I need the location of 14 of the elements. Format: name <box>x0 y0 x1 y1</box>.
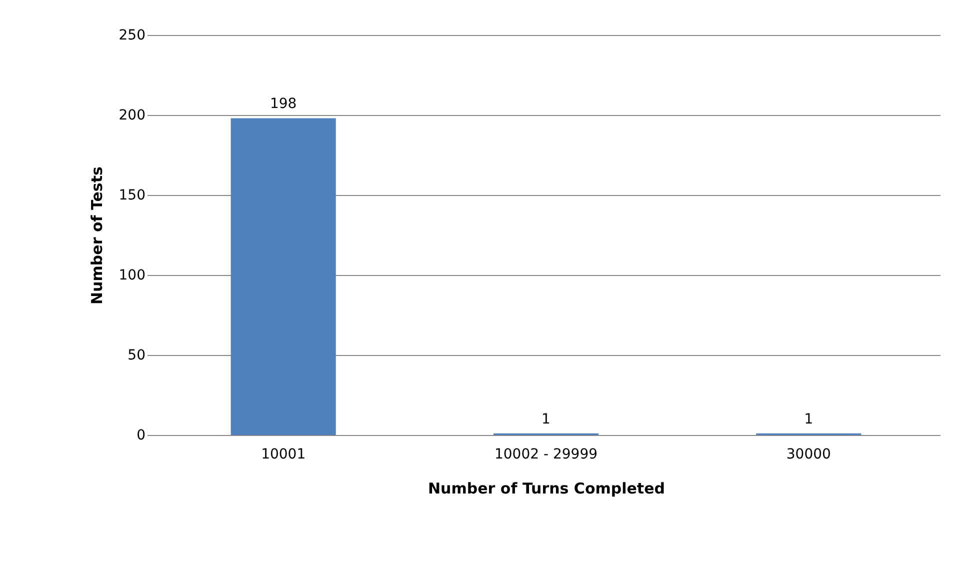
x-tick-label: 10002 - 29999 <box>494 446 598 462</box>
x-tick-label: 10001 <box>261 446 306 462</box>
x-tick-label: 30000 <box>786 446 831 462</box>
y-tick-label: 200 <box>118 108 146 124</box>
y-tick-label: 100 <box>118 268 146 284</box>
data-label: 1 <box>804 411 814 428</box>
x-axis-title: Number of Turns Completed <box>428 480 666 498</box>
y-axis-title: Number of Tests <box>88 166 106 304</box>
data-label: 1 <box>542 411 550 428</box>
y-tick-label: 0 <box>136 428 146 444</box>
y-tick-label: 150 <box>118 188 146 204</box>
y-tick-label: 50 <box>128 348 146 364</box>
y-tick-label: 250 <box>118 28 146 44</box>
data-label: 198 <box>270 96 297 112</box>
